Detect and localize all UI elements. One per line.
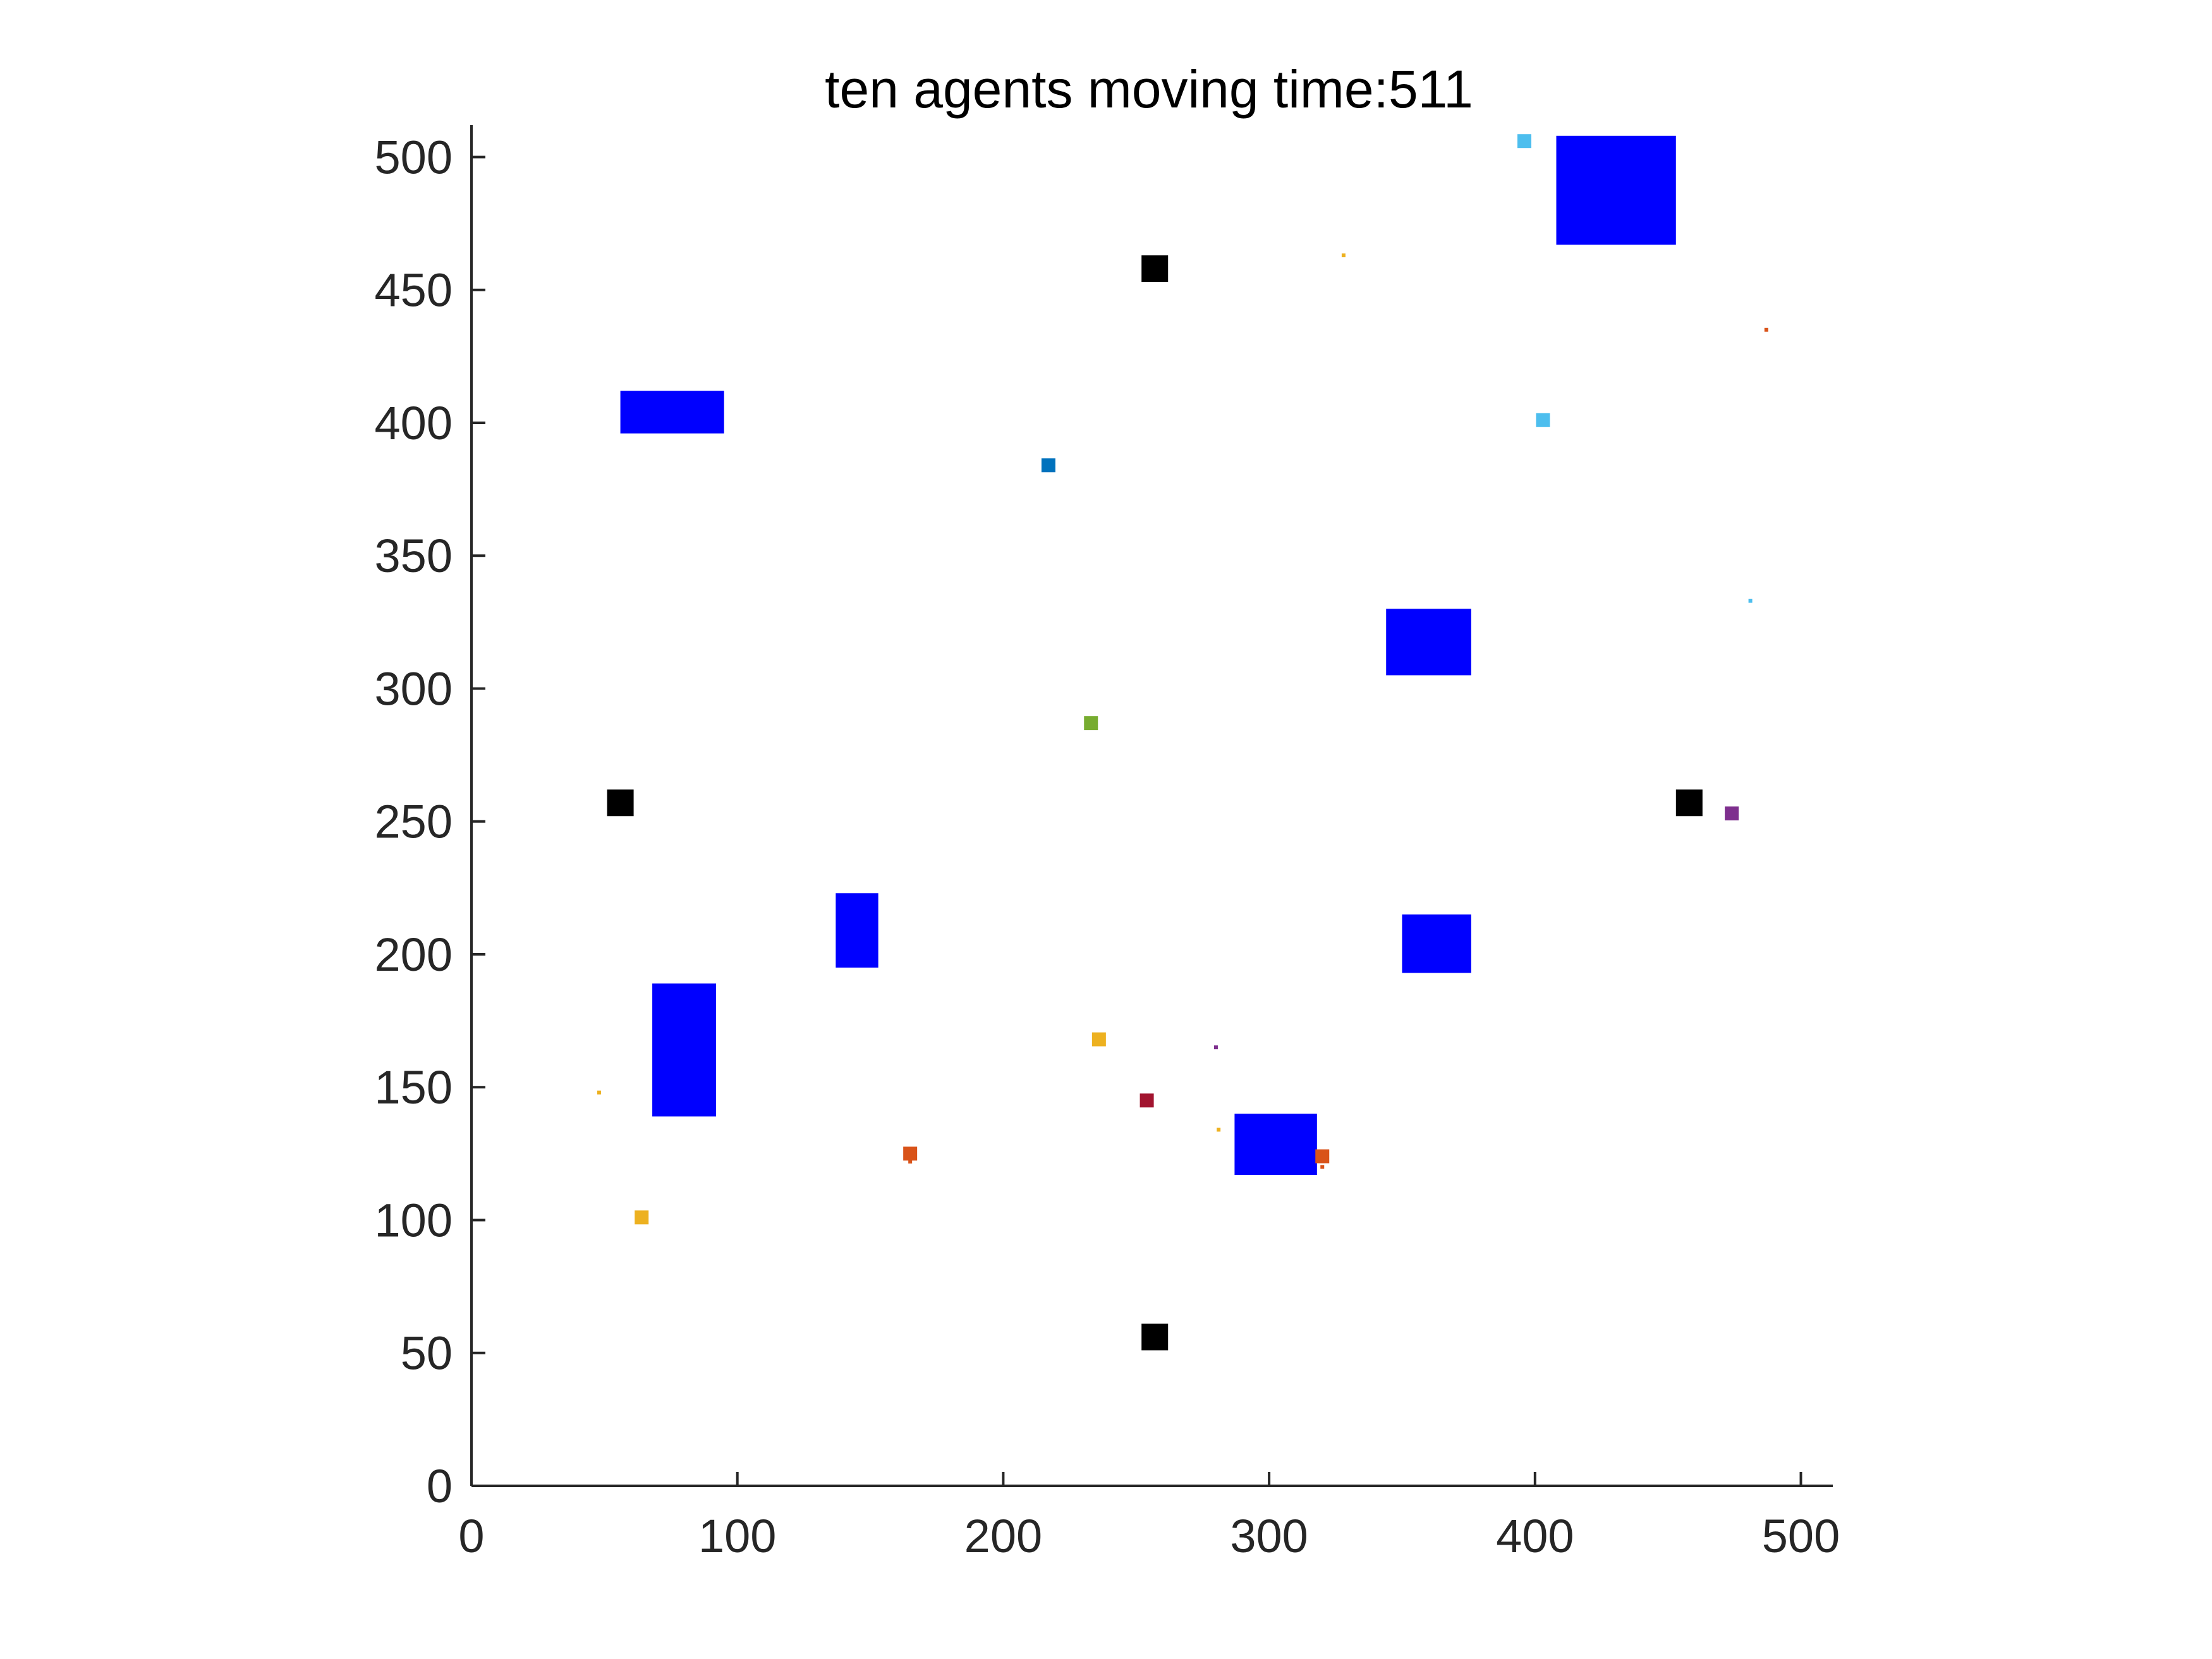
y-tick-label: 150	[375, 1061, 453, 1114]
y-tick-label: 450	[375, 264, 453, 317]
x-tick-label: 100	[698, 1510, 776, 1562]
trail-dot	[597, 1090, 601, 1095]
obstacle-rect	[620, 391, 724, 434]
agent-marker	[903, 1146, 918, 1161]
obstacle-rect	[1402, 914, 1471, 973]
x-tick-label: 0	[458, 1510, 484, 1562]
agent-marker	[1091, 1032, 1106, 1047]
station-marker	[607, 789, 634, 817]
obstacle-rect	[652, 983, 717, 1117]
trail-dot	[1213, 1045, 1218, 1050]
trail-dot	[1764, 327, 1768, 332]
y-tick-label: 300	[375, 662, 453, 715]
y-axis-ticks: 0 50 100 150 200 250 300 350 400 450 500	[375, 131, 485, 1512]
trail-dot	[1217, 1127, 1221, 1132]
agent-marker	[1725, 806, 1739, 821]
x-tick-label: 400	[1496, 1510, 1574, 1562]
agent-marker	[1084, 716, 1098, 731]
trail-dot	[1341, 253, 1346, 258]
y-tick-label: 500	[375, 131, 453, 183]
y-tick-label: 50	[401, 1327, 453, 1380]
y-tick-label: 250	[375, 796, 453, 848]
station-marker	[1675, 789, 1703, 817]
obstacle-rect	[1556, 135, 1676, 245]
obstacle-rect	[1386, 609, 1471, 676]
plot-area	[597, 134, 1768, 1351]
trail-dot	[908, 1159, 913, 1164]
agent-marker	[1139, 1093, 1154, 1108]
y-tick-label: 350	[375, 530, 453, 582]
stations-layer	[607, 255, 1703, 1351]
y-tick-label: 100	[375, 1194, 453, 1246]
station-marker	[1141, 1323, 1169, 1351]
y-tick-label: 200	[375, 928, 453, 981]
trail-dot	[1320, 1165, 1325, 1169]
agent-marker	[635, 1210, 649, 1225]
x-tick-label: 300	[1230, 1510, 1308, 1562]
y-tick-label: 0	[427, 1460, 453, 1512]
obstacles-layer	[620, 135, 1676, 1176]
trails-layer	[597, 253, 1768, 1169]
agent-marker	[1315, 1149, 1330, 1164]
chart-title: ten agents moving time:511	[825, 59, 1473, 119]
agent-marker	[1517, 134, 1531, 149]
x-tick-label: 500	[1762, 1510, 1840, 1562]
x-tick-label: 200	[964, 1510, 1042, 1562]
agents-layer	[635, 134, 1739, 1225]
agent-marker	[1536, 413, 1550, 427]
station-marker	[1141, 255, 1169, 283]
x-axis-ticks: 0 100 200 300 400 500	[458, 1472, 1840, 1562]
obstacle-rect	[1234, 1114, 1317, 1176]
y-tick-label: 400	[375, 397, 453, 449]
trail-dot	[1748, 599, 1753, 603]
agent-marker	[1041, 458, 1055, 473]
obstacle-rect	[836, 893, 878, 968]
